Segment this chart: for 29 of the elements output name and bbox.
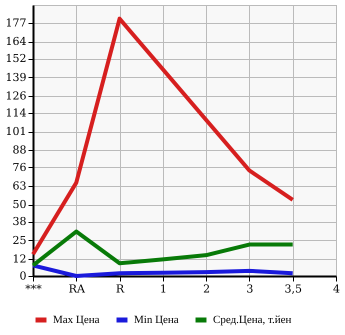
y-tick-label: 50 — [12, 198, 26, 212]
y-tick-label: 38 — [12, 215, 26, 228]
legend-label: Max Цена — [53, 314, 100, 326]
x-tick-label: R — [116, 282, 125, 296]
x-tick-label: 1 — [160, 282, 167, 296]
y-tick-label: 12 — [12, 252, 26, 266]
y-tick-label: 164 — [6, 35, 26, 48]
x-tick-label: *** — [25, 282, 42, 296]
y-tick-label: 114 — [6, 106, 26, 120]
y-tick-label: 139 — [6, 70, 26, 84]
line-series — [31, 263, 295, 278]
legend-label: Min Цена — [134, 314, 179, 326]
line-series — [31, 16, 295, 256]
y-tick-label: 0 — [20, 270, 26, 282]
x-tick-label: 4 — [333, 282, 340, 296]
y-tick-label: 152 — [6, 52, 26, 66]
y-tick-label: 126 — [6, 89, 26, 102]
x-tick-label: 3 — [246, 282, 254, 296]
line-series — [31, 230, 295, 268]
y-tick-label: 63 — [12, 179, 26, 192]
y-tick-label: 177 — [6, 16, 26, 30]
y-tick-label: 88 — [12, 144, 26, 157]
legend-label: Сред.Цена, т.йен — [213, 314, 292, 326]
x-tick-label: RA — [68, 282, 86, 296]
y-tick-label: 76 — [12, 160, 26, 174]
y-tick-label: 101 — [6, 125, 26, 138]
y-tick-label: 25 — [12, 234, 26, 247]
x-tick-label: 2 — [203, 282, 210, 296]
x-tick-label: 3,5 — [284, 282, 302, 296]
